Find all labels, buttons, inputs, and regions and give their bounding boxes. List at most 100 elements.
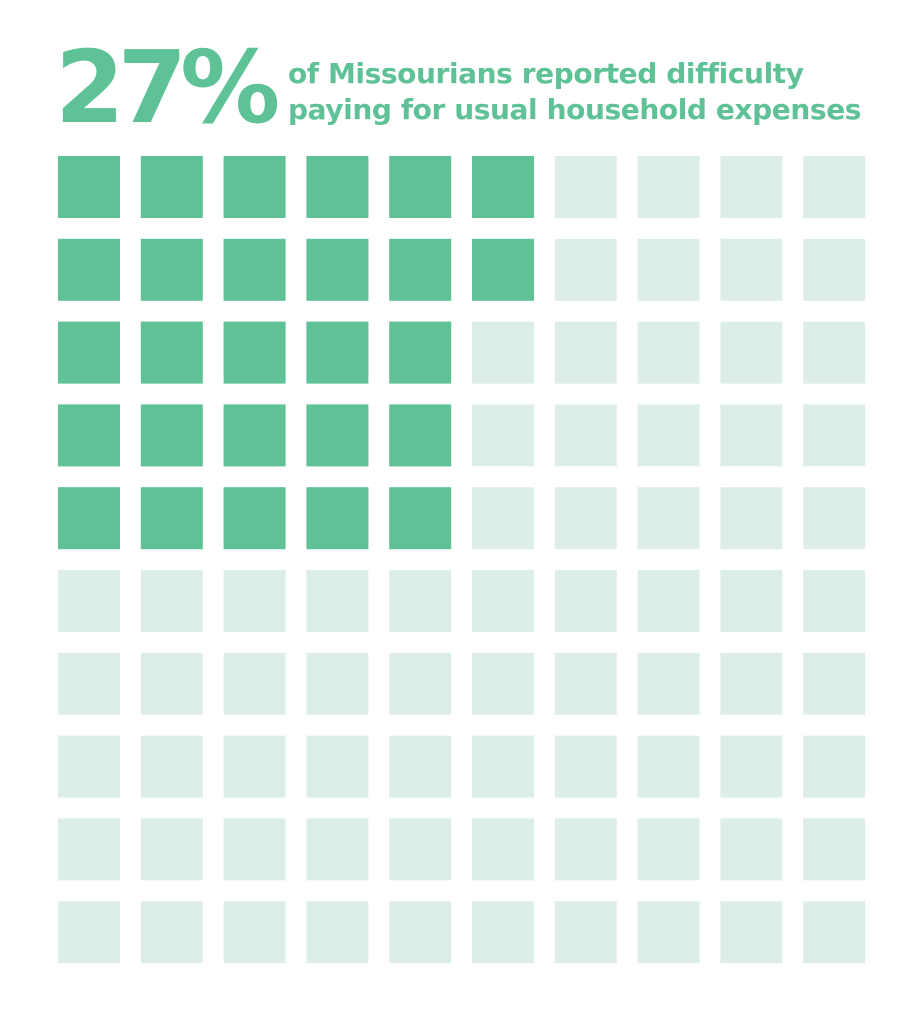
waffle-cell-empty [554, 818, 617, 881]
waffle-cell-filled [306, 487, 369, 550]
waffle-cell-empty [720, 652, 783, 715]
waffle-cell-empty [306, 735, 369, 798]
waffle-cell-empty [140, 735, 203, 798]
waffle-cell-empty [637, 156, 700, 218]
waffle-cell-empty [389, 901, 452, 964]
waffle-cell-empty [720, 487, 783, 550]
waffle-cell-filled [389, 487, 452, 550]
waffle-cell-empty [140, 652, 203, 715]
waffle-cell-empty [720, 818, 783, 881]
waffle-cell-filled [389, 404, 452, 467]
waffle-cell-filled [223, 156, 286, 218]
waffle-cell-empty [803, 321, 866, 384]
waffle-cell-empty [389, 735, 452, 798]
waffle-cell-empty [58, 735, 120, 798]
waffle-cell-empty [389, 570, 452, 632]
waffle-cell-empty [58, 901, 120, 964]
waffle-cell-empty [803, 570, 866, 632]
waffle-cell-empty [306, 818, 369, 881]
waffle-cell-empty [472, 487, 534, 550]
waffle-cell-empty [223, 901, 286, 964]
waffle-cell-empty [637, 570, 700, 632]
waffle-cell-filled [58, 321, 120, 384]
waffle-cell-empty [140, 818, 203, 881]
waffle-cell-empty [306, 652, 369, 715]
waffle-cell-empty [306, 901, 369, 964]
waffle-cell-empty [720, 570, 783, 632]
waffle-cell-filled [223, 487, 286, 550]
waffle-cell-filled [306, 238, 369, 301]
waffle-cell-empty [637, 901, 700, 964]
caption-line-2: paying for usual household expenses [288, 93, 862, 126]
caption-line-1: of Missourians reported difficulty [288, 57, 804, 90]
waffle-cell-empty [472, 652, 534, 715]
waffle-cell-filled [58, 156, 120, 218]
waffle-cell-empty [720, 404, 783, 467]
waffle-cell-empty [554, 321, 617, 384]
waffle-cell-empty [803, 156, 866, 218]
waffle-cell-empty [554, 404, 617, 467]
waffle-cell-empty [223, 818, 286, 881]
headline-caption: of Missourians reported difficulty payin… [288, 56, 888, 128]
waffle-cell-filled [389, 238, 452, 301]
waffle-cell-filled [223, 404, 286, 467]
waffle-cell-empty [637, 487, 700, 550]
headline-percentage: 27% [55, 29, 280, 146]
waffle-cell-empty [637, 321, 700, 384]
waffle-cell-filled [306, 156, 369, 218]
waffle-cell-empty [554, 238, 617, 301]
waffle-cell-empty [803, 818, 866, 881]
waffle-cell-filled [306, 321, 369, 384]
waffle-cell-empty [637, 238, 700, 301]
waffle-cell-empty [803, 901, 866, 964]
waffle-cell-empty [720, 321, 783, 384]
waffle-cell-empty [389, 818, 452, 881]
waffle-cell-empty [223, 735, 286, 798]
waffle-cell-empty [803, 238, 866, 301]
waffle-cell-empty [637, 818, 700, 881]
waffle-cell-empty [472, 404, 534, 467]
waffle-cell-empty [803, 404, 866, 467]
waffle-cell-empty [472, 321, 534, 384]
waffle-cell-empty [472, 818, 534, 881]
waffle-cell-empty [554, 156, 617, 218]
waffle-cell-empty [720, 238, 783, 301]
waffle-cell-empty [472, 570, 534, 632]
waffle-cell-empty [140, 570, 203, 632]
waffle-cell-empty [472, 735, 534, 798]
waffle-cell-filled [223, 321, 286, 384]
waffle-cell-empty [720, 156, 783, 218]
waffle-cell-empty [554, 487, 617, 550]
waffle-cell-filled [140, 487, 203, 550]
waffle-cell-filled [472, 238, 534, 301]
waffle-cell-empty [58, 652, 120, 715]
waffle-cell-empty [223, 570, 286, 632]
waffle-cell-filled [472, 156, 534, 218]
waffle-cell-empty [803, 735, 866, 798]
waffle-cell-empty [554, 652, 617, 715]
waffle-cell-filled [140, 404, 203, 467]
waffle-cell-filled [389, 321, 452, 384]
waffle-cell-empty [389, 652, 452, 715]
waffle-cell-empty [720, 735, 783, 798]
waffle-cell-filled [58, 404, 120, 467]
waffle-cell-empty [554, 735, 617, 798]
waffle-cell-empty [472, 901, 534, 964]
waffle-cell-empty [58, 570, 120, 632]
waffle-cell-empty [306, 570, 369, 632]
waffle-cell-empty [803, 487, 866, 550]
waffle-cell-filled [140, 238, 203, 301]
waffle-cell-empty [58, 818, 120, 881]
waffle-cell-empty [720, 901, 783, 964]
waffle-cell-empty [637, 404, 700, 467]
waffle-cell-filled [58, 238, 120, 301]
waffle-cell-filled [140, 156, 203, 218]
waffle-cell-filled [223, 238, 286, 301]
waffle-cell-empty [803, 652, 866, 715]
waffle-cell-empty [637, 735, 700, 798]
waffle-cell-filled [58, 487, 120, 550]
waffle-cell-empty [554, 570, 617, 632]
waffle-cell-filled [306, 404, 369, 467]
waffle-cell-empty [554, 901, 617, 964]
